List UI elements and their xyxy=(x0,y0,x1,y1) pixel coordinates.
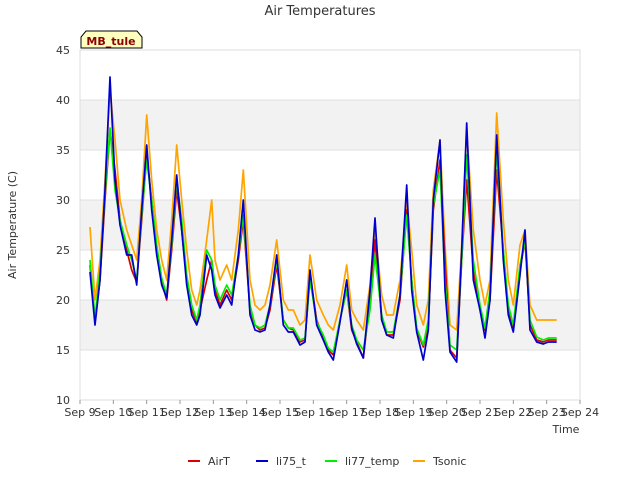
series-layer xyxy=(89,76,557,363)
x-tick-label: Sep 16 xyxy=(294,406,332,419)
legend-label: li77_temp xyxy=(345,455,399,468)
series-line-li75-t xyxy=(89,76,557,363)
grid-band xyxy=(80,300,580,350)
legend-label: Tsonic xyxy=(432,455,466,468)
x-tick-label: Sep 12 xyxy=(161,406,199,419)
y-tick-label: 15 xyxy=(56,344,70,357)
legend-label: AirT xyxy=(208,455,230,468)
x-tick-label: Sep 20 xyxy=(428,406,466,419)
y-tick-label: 30 xyxy=(56,194,70,207)
x-tick-label: Sep 21 xyxy=(461,406,499,419)
y-tick-label: 40 xyxy=(56,94,70,107)
x-tick-label: Sep 17 xyxy=(328,406,366,419)
site-badge-label: MB_tule xyxy=(86,35,135,48)
legend-label: li75_t xyxy=(276,455,307,468)
x-tick-label: Sep 13 xyxy=(194,406,232,419)
y-axis-label: Air Temperature (C) xyxy=(6,171,19,279)
y-axis-ticks: 10 15 20 25 30 35 40 45 xyxy=(56,44,70,407)
grid-band xyxy=(80,100,580,150)
grid-band xyxy=(80,200,580,250)
y-tick-label: 45 xyxy=(56,44,70,57)
x-tick-label: Sep 10 xyxy=(94,406,132,419)
x-tick-label: Sep 11 xyxy=(128,406,166,419)
y-tick-label: 20 xyxy=(56,294,70,307)
legend: AirT li75_t li77_temp Tsonic xyxy=(188,455,466,468)
x-tick-label: Sep 24 xyxy=(561,406,599,419)
y-tick-label: 10 xyxy=(56,394,70,407)
y-tick-label: 25 xyxy=(56,244,70,257)
chart-title: Air Temperatures xyxy=(264,4,375,19)
x-axis-label: Time xyxy=(552,423,580,436)
x-tick-label: Sep 9 xyxy=(64,406,95,419)
y-tick-label: 35 xyxy=(56,144,70,157)
x-tick-label: Sep 14 xyxy=(228,406,266,419)
site-badge: MB_tule xyxy=(80,30,143,49)
x-tick-label: Sep 18 xyxy=(361,406,399,419)
x-tick-label: Sep 22 xyxy=(494,406,532,419)
x-tick-label: Sep 15 xyxy=(261,406,299,419)
plot-area-border xyxy=(79,49,581,401)
site-badge-shape xyxy=(80,30,143,49)
series-line-tsonic xyxy=(89,89,557,331)
x-tick-label: Sep 23 xyxy=(528,406,566,419)
x-tick-label: Sep 19 xyxy=(394,406,432,419)
